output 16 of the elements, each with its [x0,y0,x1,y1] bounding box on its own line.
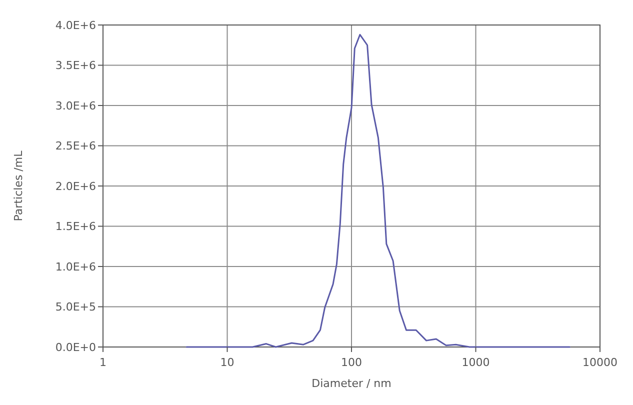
y-tick-label: 3.5E+6 [55,59,96,72]
x-tick-label: 10000 [582,356,618,369]
x-axis-title: Diameter / nm [312,377,392,390]
y-tick-label: 3.0E+6 [55,99,96,112]
x-tick-label: 10 [220,356,234,369]
y-axis-title: Particles /mL [12,150,25,222]
y-tick-label: 2.0E+6 [55,180,96,193]
x-tick-label: 1000 [462,356,490,369]
x-tick-label: 100 [341,356,362,369]
y-tick-label: 1.0E+6 [55,260,96,274]
y-tick-label: 4.0E+6 [55,18,96,32]
y-tick-label: 1.5E+6 [55,220,96,234]
y-tick-label: 2.5E+6 [55,140,96,153]
y-tick-label: 0.0E+0 [55,340,96,354]
x-tick-label: 1 [100,356,106,369]
y-tick-label: 5.0E+5 [55,300,96,314]
